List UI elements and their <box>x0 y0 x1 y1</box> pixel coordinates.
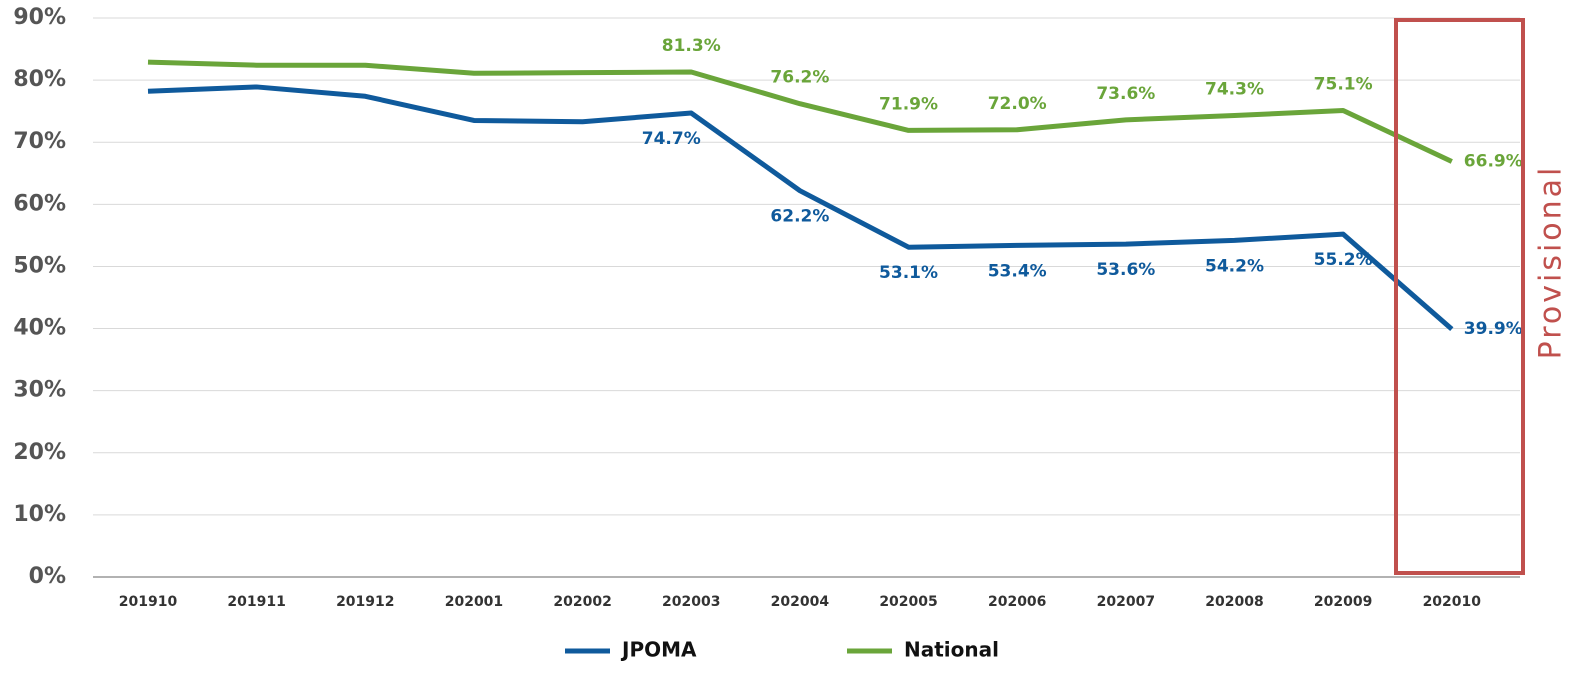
data-label: 62.2% <box>770 207 829 227</box>
data-label: 74.7% <box>642 129 701 149</box>
x-tick-label: 201912 <box>336 594 394 610</box>
data-label: 76.2% <box>770 68 829 88</box>
x-tick-label: 201910 <box>119 594 178 610</box>
data-label: 53.6% <box>1096 260 1155 280</box>
y-tick-label: 70% <box>13 129 66 154</box>
data-label: 54.2% <box>1205 256 1264 276</box>
x-tick-label: 202004 <box>771 594 830 610</box>
y-tick-label: 80% <box>13 67 66 92</box>
data-label: 55.2% <box>1314 250 1373 270</box>
y-tick-label: 0% <box>29 564 66 589</box>
data-label: 73.6% <box>1096 84 1155 104</box>
y-tick-label: 10% <box>13 502 66 527</box>
y-tick-label: 90% <box>13 5 66 30</box>
x-tick-label: 202001 <box>445 594 503 610</box>
data-label: 71.9% <box>879 94 938 114</box>
data-label: 39.9% <box>1464 319 1523 339</box>
x-tick-label: 202010 <box>1423 594 1482 610</box>
series-line <box>147 59 1453 164</box>
y-tick-label: 20% <box>13 440 66 465</box>
x-tick-label: 202005 <box>879 594 937 610</box>
y-tick-label: 50% <box>13 253 66 278</box>
provisional-box <box>1394 18 1525 575</box>
x-tick-label: 202006 <box>988 594 1046 610</box>
data-label: 53.1% <box>879 263 938 283</box>
data-label: 81.3% <box>662 36 721 56</box>
x-tick-label: 201911 <box>227 594 285 610</box>
y-tick-label: 60% <box>13 191 66 216</box>
data-label: 72.0% <box>988 94 1047 114</box>
data-label: 66.9% <box>1464 151 1523 171</box>
annotation: Provisional <box>1534 165 1569 360</box>
data-label: 74.3% <box>1205 80 1264 100</box>
y-tick-label: 40% <box>13 316 66 341</box>
data-label: 53.4% <box>988 261 1047 281</box>
x-tick-label: 202009 <box>1314 594 1372 610</box>
x-tick-label: 202007 <box>1097 594 1155 610</box>
data-label: 75.1% <box>1314 75 1373 95</box>
x-tick-label: 202002 <box>553 594 611 610</box>
x-tick-label: 202003 <box>662 594 720 610</box>
legend-label: National <box>904 638 999 662</box>
y-tick-label: 30% <box>13 378 66 403</box>
x-tick-label: 202008 <box>1205 594 1263 610</box>
legend-label: JPOMA <box>620 638 697 662</box>
series-line <box>147 84 1454 332</box>
